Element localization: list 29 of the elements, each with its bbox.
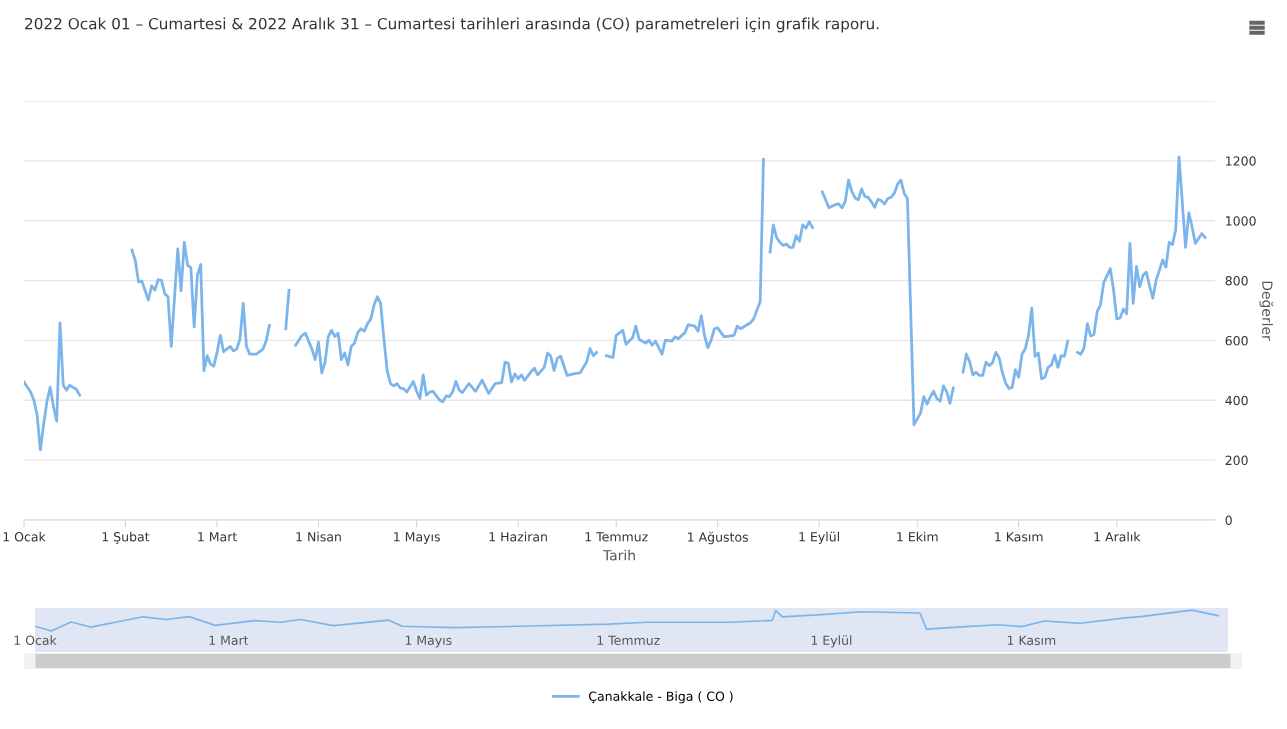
x-tick-label: 1 Mart (198, 532, 237, 542)
x-tick-label: 1 Mayıs (394, 532, 440, 544)
y2-tick-label: 1000 (1226, 216, 1256, 226)
x-tick-label: 1 Temmuz (597, 635, 660, 646)
x-tick-label: 1 Ocak (14, 635, 57, 646)
x-tick-label: 1 Kasım (995, 532, 1043, 542)
y2-tick-label: 800 (1225, 276, 1248, 286)
x-tick-label: 1 Temmuz (585, 532, 648, 542)
y2-axis-title: Değerler (1259, 281, 1274, 341)
x-tick-label: 1 Eylül (811, 635, 852, 648)
y2-tick-label: 600 (1225, 335, 1248, 346)
x-tick-label: 1 Aralık (1094, 531, 1141, 542)
y2-tick-label: 0 (1225, 515, 1232, 525)
x-tick-label: 1 Haziran (489, 531, 547, 542)
x-tick-label: 1 Şubat (102, 531, 150, 544)
x-tick-label: 1 Ağustos (688, 531, 748, 545)
x-tick-label: 1 Kasım (1007, 635, 1056, 646)
y2-tick-label: 400 (1225, 395, 1248, 406)
x-tick-label: 1 Mart (209, 635, 249, 646)
x-tick-label: 1 Mayıs (405, 635, 452, 648)
chart-title: 2022 Ocak 01 – Cumartesi & 2022 Aralık 31 – Cumartesi tarihleri arasında (CO) parametreleri için grafik raporu. (25, 17, 879, 33)
x-tick-label: 1 Ekim (897, 531, 938, 542)
y2-tick-label: 1200 (1226, 156, 1256, 166)
x-tick-label: 1 Ocak (3, 531, 46, 542)
x-tick-label: 1 Eylül (799, 531, 839, 544)
y2-tick-label: 200 (1225, 455, 1248, 466)
x-axis-title: Tarih (602, 549, 635, 561)
legend-label: Çanakkale - Biga ( CO ) (589, 691, 733, 704)
x-tick-label: 1 Nisan (296, 531, 341, 542)
